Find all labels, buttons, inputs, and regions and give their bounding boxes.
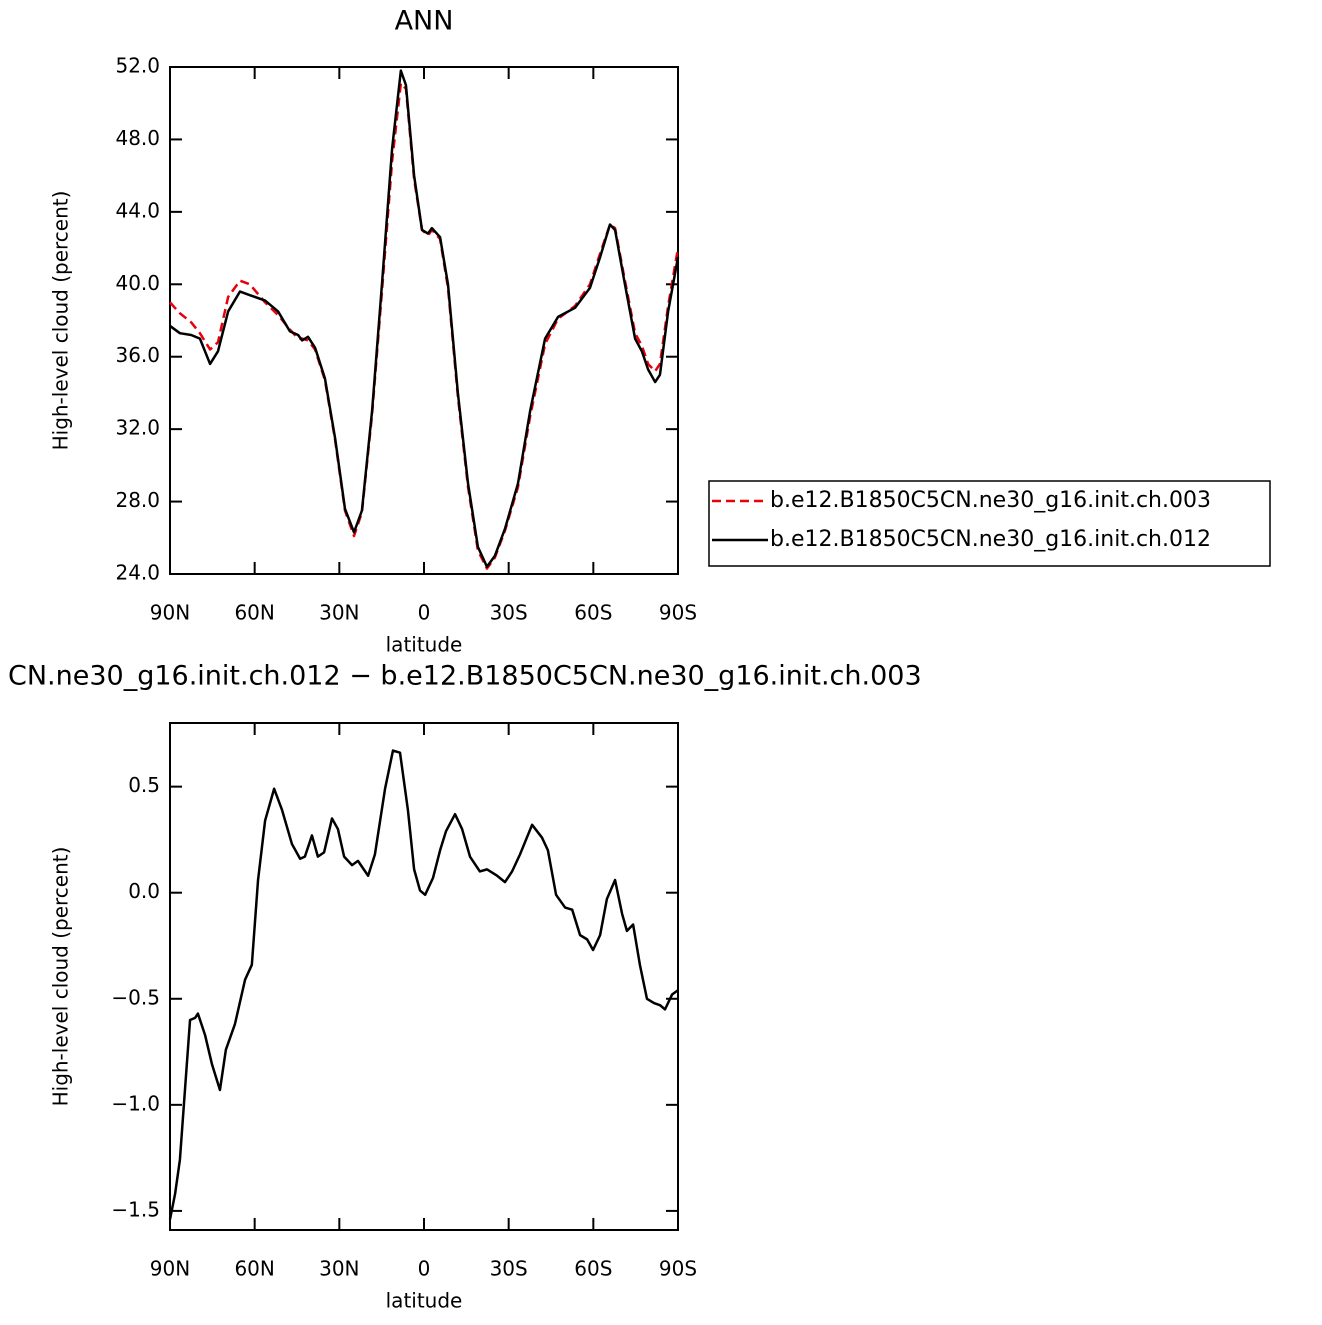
y-tick-label: 36.0 (115, 343, 160, 367)
x-tick-label: 0 (418, 601, 431, 625)
x-tick-label: 90S (659, 1257, 697, 1281)
data-line (169, 82, 680, 570)
y-axis-label: High-level cloud (percent) (49, 847, 73, 1107)
y-tick-label: 24.0 (115, 561, 160, 585)
y-tick-label: −1.0 (111, 1091, 160, 1115)
x-tick-label: 30S (490, 601, 528, 625)
x-tick-label: 90S (659, 601, 697, 625)
x-tick-label: 60N (234, 601, 274, 625)
y-tick-label: −1.5 (111, 1197, 160, 1221)
y-tick-label: 48.0 (115, 126, 160, 150)
x-tick-label: 30N (319, 1257, 359, 1281)
y-tick-label: 32.0 (115, 416, 160, 440)
chart-title: ANN (395, 6, 454, 37)
x-tick-label: 90N (150, 1257, 190, 1281)
data-line (168, 749, 679, 1220)
x-tick-label: 90N (150, 601, 190, 625)
y-tick-label: 40.0 (115, 271, 160, 295)
legend-box (708, 480, 1271, 567)
plot-frame (169, 66, 679, 575)
x-tick-label: 30S (490, 1257, 528, 1281)
data-line (169, 69, 680, 569)
x-axis-label: latitude (386, 1289, 463, 1313)
chart-title: CN.ne30_g16.init.ch.012 − b.e12.B1850C5C… (8, 661, 922, 692)
y-tick-label: 28.0 (115, 488, 160, 512)
y-tick-label: 0.5 (128, 773, 160, 797)
y-tick-label: 44.0 (115, 198, 160, 222)
y-tick-label: 52.0 (115, 54, 160, 78)
y-tick-label: 0.0 (128, 879, 160, 903)
x-tick-label: 60N (234, 1257, 274, 1281)
x-axis-label: latitude (386, 633, 463, 657)
legend-label: b.e12.B1850C5CN.ne30_g16.init.ch.012 (770, 527, 1211, 552)
x-tick-label: 60S (574, 1257, 612, 1281)
legend-label: b.e12.B1850C5CN.ne30_g16.init.ch.003 (770, 488, 1211, 513)
y-tick-label: −0.5 (111, 985, 160, 1009)
x-tick-label: 0 (418, 1257, 431, 1281)
x-tick-label: 60S (574, 601, 612, 625)
y-axis-label: High-level cloud (percent) (49, 191, 73, 451)
x-tick-label: 30N (319, 601, 359, 625)
